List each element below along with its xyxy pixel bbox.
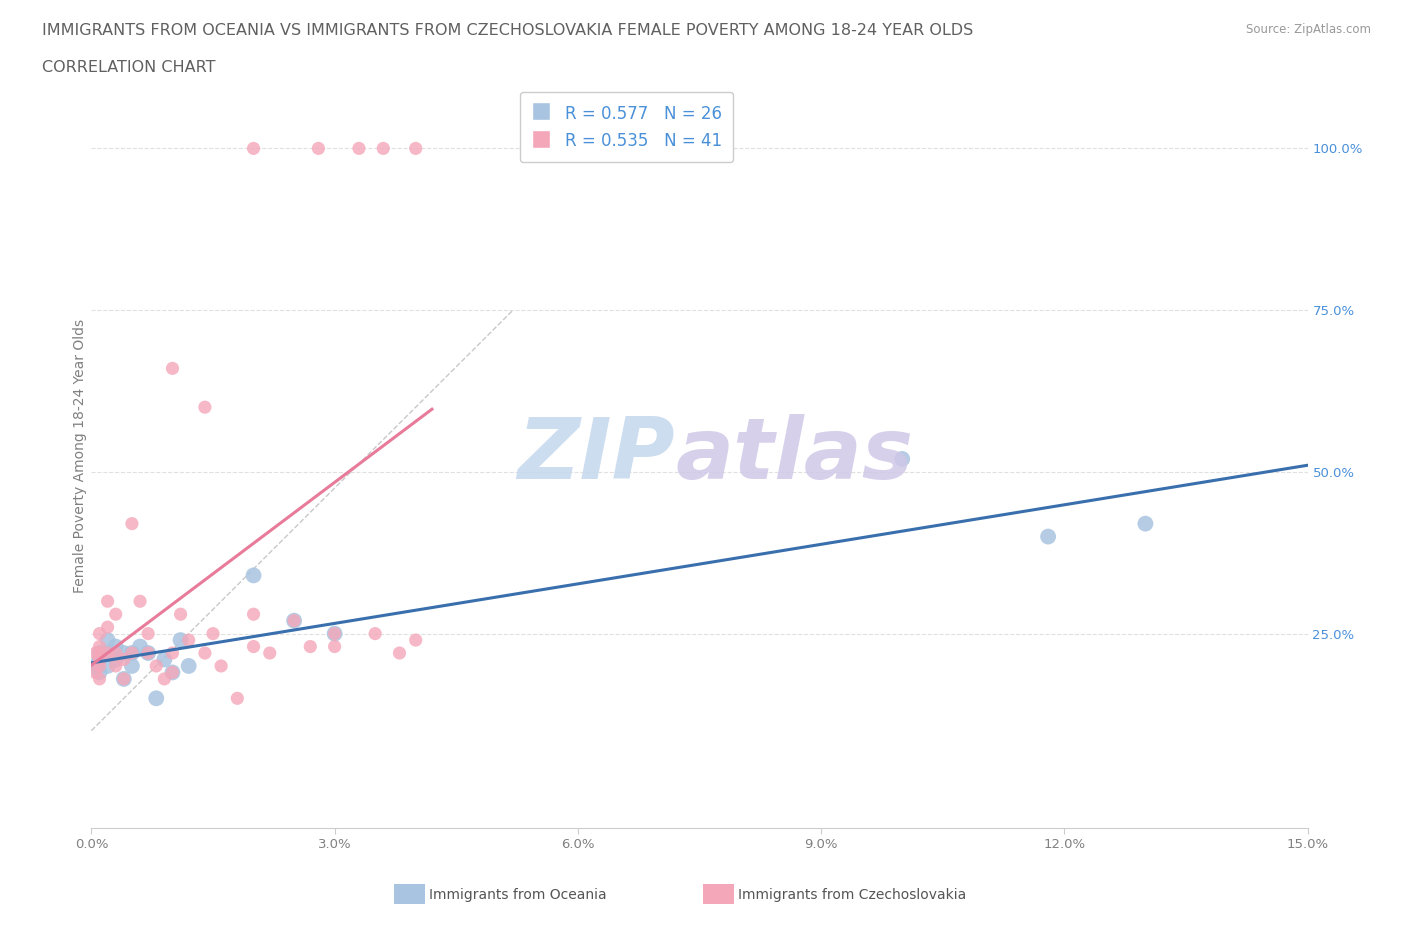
Point [242, 606, 264, 621]
Point [283, 613, 305, 628]
Point [209, 658, 232, 673]
Text: Immigrants from Oceania: Immigrants from Oceania [429, 887, 606, 902]
Point [242, 141, 264, 156]
Point [145, 658, 167, 673]
Legend: R = 0.577   N = 26, R = 0.535   N = 41: R = 0.577 N = 26, R = 0.535 N = 41 [520, 92, 734, 162]
Point [162, 645, 184, 660]
Point [323, 639, 346, 654]
Point [97, 645, 120, 660]
Point [323, 626, 346, 641]
Point [89, 665, 111, 680]
Point [89, 645, 111, 660]
Point [97, 619, 120, 634]
Point [373, 141, 395, 156]
Point [153, 652, 176, 667]
Point [283, 613, 305, 628]
Point [226, 691, 249, 706]
Point [169, 606, 191, 621]
Point [121, 516, 143, 531]
Point [259, 645, 281, 660]
Point [104, 645, 127, 660]
Point [1036, 529, 1059, 544]
Point [84, 658, 107, 673]
Point [112, 671, 135, 686]
Point [89, 652, 111, 667]
Point [202, 626, 225, 641]
Point [104, 652, 127, 667]
Point [162, 361, 184, 376]
Point [104, 606, 127, 621]
Point [388, 645, 411, 660]
Point [242, 568, 264, 583]
Point [89, 639, 111, 654]
Point [97, 658, 120, 673]
Point [162, 665, 184, 680]
Point [89, 626, 111, 641]
Point [84, 665, 107, 680]
Point [891, 451, 914, 466]
Point [307, 141, 329, 156]
Point [242, 639, 264, 654]
Text: CORRELATION CHART: CORRELATION CHART [42, 60, 215, 75]
Text: IMMIGRANTS FROM OCEANIA VS IMMIGRANTS FROM CZECHOSLOVAKIA FEMALE POVERTY AMONG 1: IMMIGRANTS FROM OCEANIA VS IMMIGRANTS FR… [42, 23, 973, 38]
Point [97, 645, 120, 660]
Point [145, 691, 167, 706]
Point [89, 652, 111, 667]
Point [89, 671, 111, 686]
Point [97, 594, 120, 609]
Point [177, 632, 200, 647]
Point [121, 645, 143, 660]
Point [194, 645, 217, 660]
Point [194, 400, 217, 415]
Text: Immigrants from Czechoslovakia: Immigrants from Czechoslovakia [738, 887, 966, 902]
Point [153, 671, 176, 686]
Point [136, 626, 159, 641]
Point [84, 645, 107, 660]
Point [129, 639, 152, 654]
Y-axis label: Female Poverty Among 18-24 Year Olds: Female Poverty Among 18-24 Year Olds [73, 319, 87, 592]
Point [364, 626, 387, 641]
Point [89, 645, 111, 660]
Point [89, 658, 111, 673]
Point [121, 658, 143, 673]
Point [169, 632, 191, 647]
Point [1135, 516, 1157, 531]
Point [104, 639, 127, 654]
Point [104, 658, 127, 673]
Point [112, 645, 135, 660]
Point [97, 632, 120, 647]
Point [136, 645, 159, 660]
Point [405, 141, 427, 156]
Text: Source: ZipAtlas.com: Source: ZipAtlas.com [1246, 23, 1371, 36]
Point [323, 626, 346, 641]
Text: atlas: atlas [675, 414, 914, 498]
Point [136, 645, 159, 660]
Point [177, 658, 200, 673]
Point [112, 652, 135, 667]
Point [299, 639, 322, 654]
Text: ZIP: ZIP [517, 414, 675, 498]
Point [121, 645, 143, 660]
Point [347, 141, 370, 156]
Point [162, 665, 184, 680]
Point [129, 594, 152, 609]
Point [405, 632, 427, 647]
Point [112, 671, 135, 686]
